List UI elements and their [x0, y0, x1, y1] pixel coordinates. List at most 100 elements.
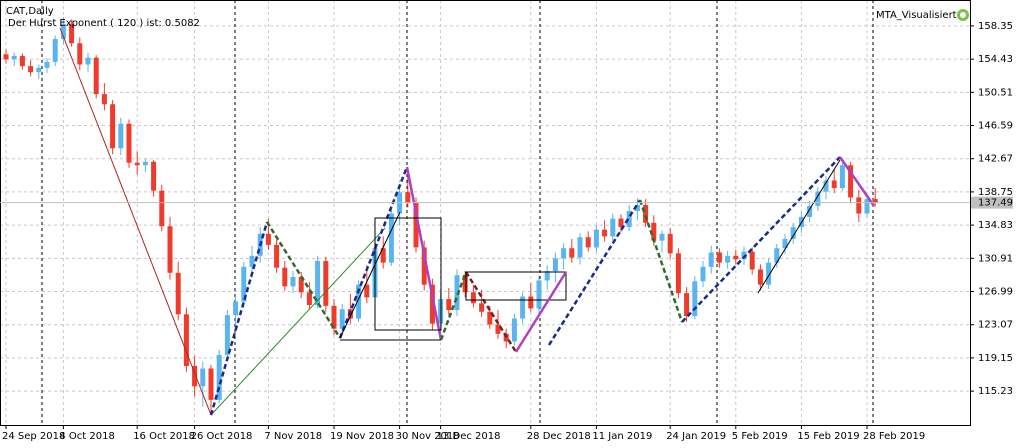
candle-body [708, 252, 714, 267]
y-tick-label: 150.51 [978, 87, 1013, 98]
candle-body [593, 229, 599, 248]
trend-line [757, 159, 841, 294]
candle-body [298, 277, 304, 293]
zigzag-up [514, 271, 568, 353]
candle-body [380, 248, 386, 263]
candle-body [356, 284, 362, 319]
y-tick-label: 123.07 [978, 320, 1013, 331]
candle-body [479, 303, 485, 312]
candle-body [561, 248, 567, 259]
zigzag-up [439, 271, 468, 341]
x-tick-label: 15 Feb 2019 [797, 431, 859, 442]
zigzag-up [681, 156, 841, 323]
range-box [374, 217, 442, 331]
candle-body [757, 269, 763, 285]
candle-body [749, 251, 755, 270]
trend-line [210, 227, 386, 416]
trend-line [59, 27, 212, 416]
candle-body [659, 233, 665, 241]
candle-body [331, 305, 337, 329]
candle-body [183, 314, 189, 366]
candle-body [470, 292, 476, 304]
candle-body [643, 205, 649, 223]
candle-body [36, 67, 42, 73]
candle-body [306, 292, 312, 305]
candle-body [126, 123, 132, 163]
x-tick-label: 4 Oct 2018 [59, 431, 114, 442]
zigzag-up [209, 221, 269, 416]
y-tick-label: 134.83 [978, 220, 1013, 231]
x-tick-label: 30 Nov 2018 [396, 431, 460, 442]
x-tick-label: 13 Dec 2018 [437, 431, 501, 442]
candle-body [462, 275, 468, 293]
indicator-text: Der Hurst Exponent ( 120 ) ist: 0.5082 [8, 18, 200, 29]
candle-body [733, 255, 739, 260]
x-tick-label: 16 Oct 2018 [133, 431, 195, 442]
candle-body [864, 199, 870, 214]
candle-body [233, 301, 239, 316]
candle-body [716, 252, 722, 263]
candle-body [585, 237, 591, 248]
candle-body [774, 248, 780, 263]
candle-body [839, 165, 845, 189]
candle-body [700, 266, 706, 282]
candle-body [142, 161, 148, 166]
candle-body [101, 94, 107, 105]
zigzag-down [405, 166, 443, 341]
candle-body [815, 191, 821, 206]
y-tick-label: 142.67 [978, 154, 1013, 165]
candle-body [85, 57, 91, 65]
last-price-box [971, 196, 1013, 209]
candle-body [872, 199, 878, 203]
y-tick-label: 138.75 [978, 187, 1013, 198]
candle-body [175, 272, 181, 315]
zigzag-down [265, 221, 342, 339]
y-tick-label: 126.99 [978, 287, 1013, 298]
candle-body [807, 205, 813, 217]
candle-body [766, 262, 772, 285]
candle-body [741, 251, 747, 260]
candle-body [634, 205, 640, 211]
y-tick-label: 130.91 [978, 253, 1013, 264]
chart-title: CAT,Daily [6, 6, 54, 17]
candle-body [167, 226, 173, 273]
indicator-label: MTA_Visualisiert [876, 10, 957, 21]
x-tick-label: 28 Feb 2019 [863, 431, 925, 442]
candle-body [626, 210, 632, 228]
indicator-icon [957, 9, 969, 21]
candle-body [684, 293, 690, 316]
candle-body [552, 258, 558, 272]
candle-body [77, 43, 83, 65]
candle-body [52, 39, 58, 62]
x-tick-label: 24 Jan 2019 [666, 431, 726, 442]
candle-body [274, 244, 280, 268]
candle-body [429, 284, 435, 324]
candle-body [364, 284, 370, 298]
candle-body [11, 55, 17, 60]
candle-body [618, 218, 624, 228]
candle-body [60, 23, 66, 40]
candle-body [249, 255, 255, 267]
icon [960, 12, 966, 18]
zigzag-up [547, 199, 642, 346]
range-box [465, 271, 567, 301]
candle-body [151, 161, 157, 191]
candle-body [495, 324, 501, 334]
candle-body [413, 202, 419, 248]
x-tick-label: 5 Feb 2019 [732, 431, 788, 442]
candle-body [511, 318, 517, 342]
candle-body [388, 213, 394, 263]
candle-body [520, 296, 526, 319]
candle-body [405, 192, 411, 203]
candle-body [544, 271, 550, 281]
candle-body [831, 180, 837, 189]
trend-line [339, 211, 401, 339]
candle-body [224, 315, 230, 355]
candle-body [216, 354, 222, 400]
candle-body [69, 23, 75, 44]
candle-body [782, 238, 788, 249]
candle-body [290, 277, 296, 287]
candle-body [3, 54, 9, 60]
candle-body [856, 197, 862, 214]
